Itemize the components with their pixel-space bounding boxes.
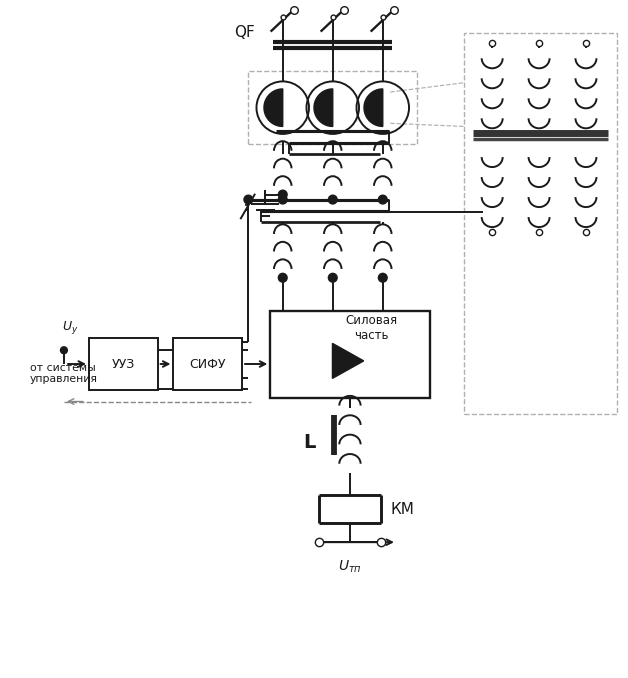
Bar [248,71,417,144]
Circle shape [278,273,287,282]
Bar [89,338,158,391]
Bar [270,311,430,399]
Circle shape [60,347,67,354]
Polygon shape [264,89,283,126]
Circle shape [379,195,387,204]
Polygon shape [364,89,383,126]
Circle shape [328,195,337,204]
Text: $U_{тп}$: $U_{тп}$ [338,559,362,576]
Text: QF: QF [234,25,254,40]
Bar [464,33,617,414]
Text: УУЗ: УУЗ [112,357,135,370]
Circle shape [379,273,387,282]
Circle shape [244,195,252,204]
Bar [173,338,242,391]
Polygon shape [314,89,333,126]
Circle shape [278,195,287,204]
Circle shape [278,191,287,199]
Circle shape [328,273,337,282]
Polygon shape [332,343,364,378]
Text: L: L [303,433,315,452]
Text: КМ: КМ [391,502,414,517]
Text: от системы
управления: от системы управления [30,363,97,384]
Text: $U_{у}$: $U_{у}$ [62,319,78,336]
Text: СИФУ: СИФУ [190,357,226,370]
Text: Силовая
часть: Силовая часть [346,315,398,342]
